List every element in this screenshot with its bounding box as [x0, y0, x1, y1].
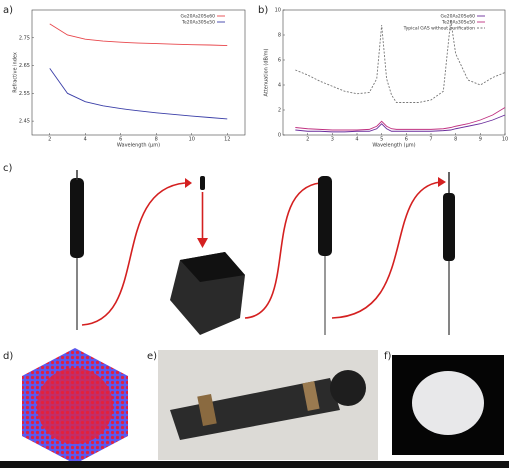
bottom-bar [0, 461, 509, 468]
legend-label: Typical GAS without purification [403, 26, 476, 32]
y-tick-label: 2.65 [19, 63, 30, 69]
y-tick-label: 2.45 [19, 119, 30, 125]
y-tick-label: 10 [275, 8, 281, 14]
y-tick-label: 0 [278, 133, 281, 139]
panel-label: d) [3, 351, 13, 362]
x-tick-label: 7 [429, 137, 432, 143]
x-tick-label: 2 [306, 137, 309, 143]
panel-label: a) [3, 5, 13, 16]
x-axis-title: Wavelength (µm) [117, 143, 160, 149]
preform-photo [158, 350, 378, 460]
x-tick-label: 2 [48, 137, 51, 143]
x-tick-label: 4 [84, 137, 87, 143]
x-tick-label: 8 [454, 137, 457, 143]
x-tick-label: 10 [502, 137, 508, 143]
y-tick-label: 8 [278, 33, 281, 39]
x-tick-label: 10 [189, 137, 195, 143]
y-axis-title: Refractive index [13, 52, 19, 93]
legend-label: Te20As30Se50 [181, 20, 215, 26]
x-tick-label: 12 [224, 137, 230, 143]
x-tick-label: 3 [331, 137, 334, 143]
y-tick-label: 6 [278, 58, 281, 64]
y-tick-label: 2 [278, 108, 281, 114]
figure: a) b) c) d) e) f) [0, 0, 509, 468]
y-axis-title: Attenuation (dB/m) [264, 48, 270, 96]
end-face-photo [392, 355, 504, 455]
panel-label: b) [258, 5, 268, 16]
x-tick-label: 9 [479, 137, 482, 143]
legend-label: Ge20As20Se60 [181, 14, 216, 20]
panel-label: c) [3, 163, 12, 174]
y-tick-label: 2.55 [19, 91, 30, 97]
panel-label: e) [147, 351, 157, 362]
panel-label: f) [384, 351, 392, 362]
x-tick-label: 4 [355, 137, 358, 143]
y-tick-label: 4 [278, 83, 281, 89]
legend-label: Ge20As20Se60 [441, 14, 476, 20]
x-axis-title: Wavelength (µm) [372, 143, 415, 149]
y-tick-label: 2.75 [19, 35, 30, 41]
legend-label: Te20As30Se50 [441, 20, 475, 26]
